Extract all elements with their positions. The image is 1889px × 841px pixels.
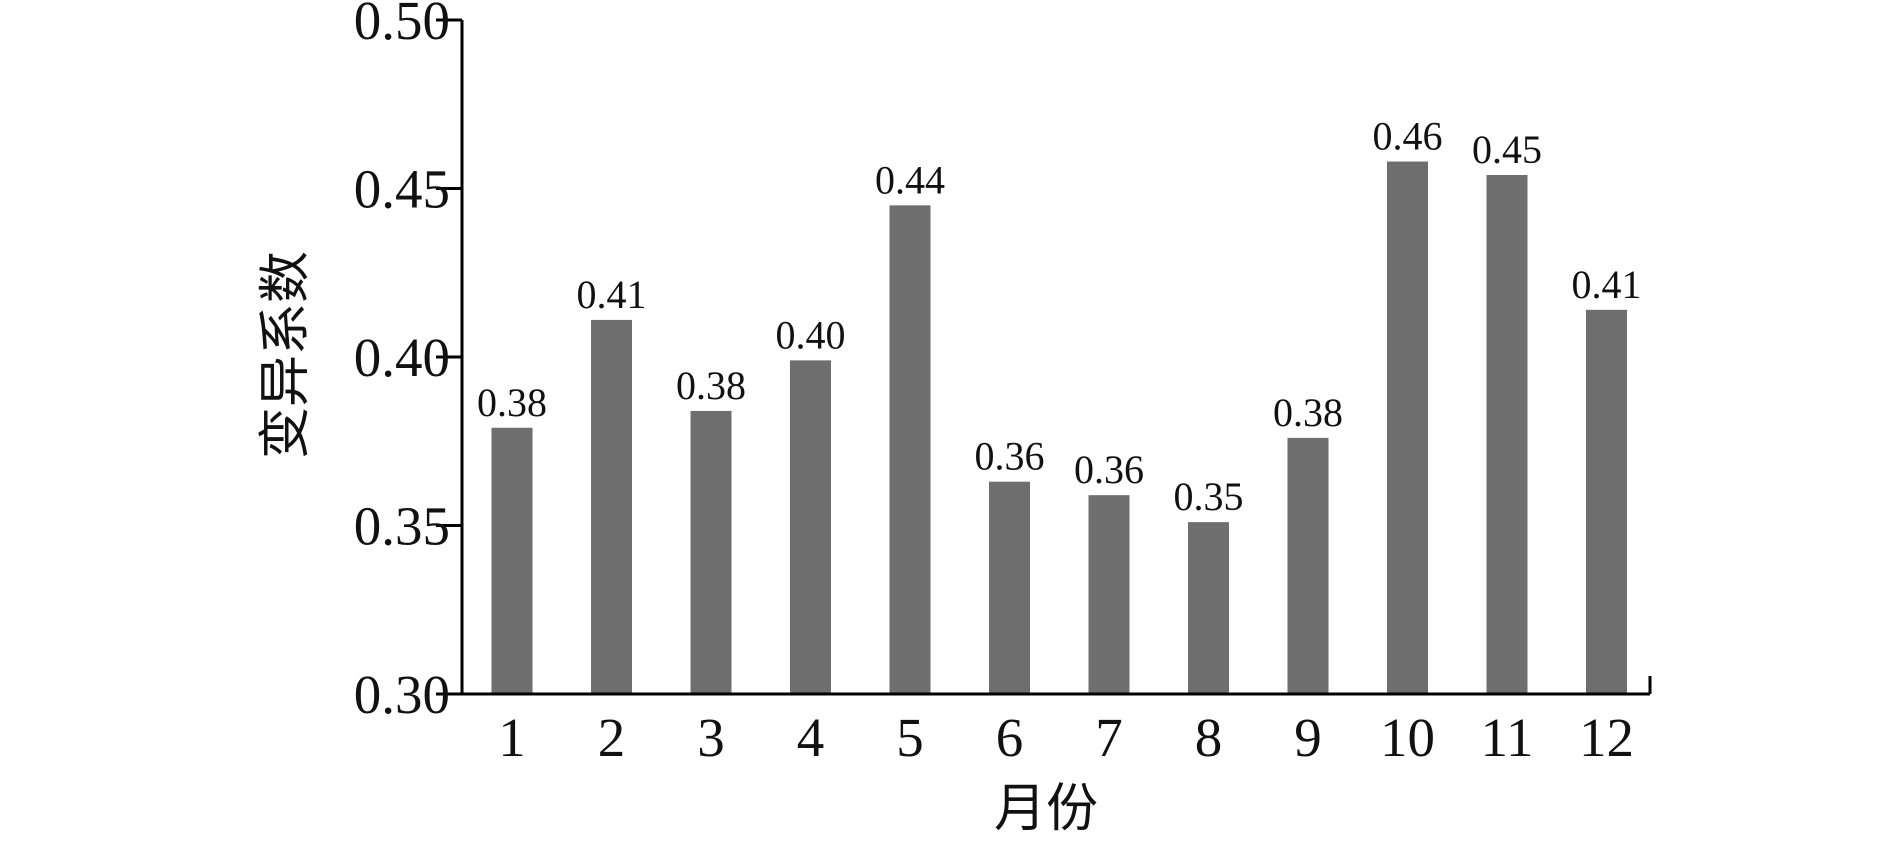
bar [790,360,831,694]
bar [989,481,1030,694]
y-tick-label: 0.50 [354,0,450,51]
x-ticks: 1 2 3 4 5 6 7 8 9 10 11 12 [498,707,1634,768]
y-tick-label: 0.45 [354,159,450,220]
bar [1387,161,1428,695]
y-ticks: 0.30 0.35 0.40 0.45 0.50 [354,0,462,725]
x-tick-label: 2 [598,707,626,768]
data-label: 0.46 [1373,114,1443,159]
x-tick-label: 12 [1579,707,1634,768]
x-tick-label: 6 [996,707,1024,768]
x-tick-label: 4 [797,707,825,768]
y-tick-label: 0.30 [354,664,450,725]
x-tick-label: 11 [1481,707,1534,768]
bar [1287,437,1329,694]
data-labels: 0.38 0.41 0.38 0.40 0.44 0.36 0.36 0.35 0.38 0.46… [477,114,1642,520]
bar [690,410,732,694]
data-label: 0.38 [1273,390,1343,435]
y-tick-label: 0.35 [354,496,450,557]
y-axis-title: 变异系数 [256,251,316,459]
data-label: 0.38 [676,363,746,408]
data-label: 0.36 [1074,447,1144,492]
data-label: 0.35 [1174,474,1244,519]
data-label: 0.36 [975,434,1045,479]
x-tick-label: 3 [697,707,725,768]
x-tick-label: 1 [498,707,526,768]
bar [591,319,632,694]
bar [491,427,533,694]
bar [889,205,931,694]
bar [1088,495,1130,694]
bars-layer [491,161,1627,695]
bar [1586,309,1627,694]
x-axis-title: 月份 [994,779,1098,837]
x-tick-label: 7 [1095,707,1123,768]
axes-layer [460,20,1652,696]
bar [1188,522,1229,694]
data-label: 0.41 [1572,262,1642,307]
data-label: 0.41 [577,272,647,317]
y-tick-label: 0.40 [354,327,450,388]
x-tick-label: 8 [1195,707,1223,768]
bar [1486,175,1528,694]
x-tick-label: 9 [1294,707,1322,768]
data-label: 0.38 [477,380,547,425]
x-tick-label: 5 [896,707,924,768]
data-label: 0.40 [776,312,846,357]
data-label: 0.44 [875,157,945,202]
x-tick-label: 10 [1380,707,1435,768]
data-label: 0.45 [1472,127,1542,172]
